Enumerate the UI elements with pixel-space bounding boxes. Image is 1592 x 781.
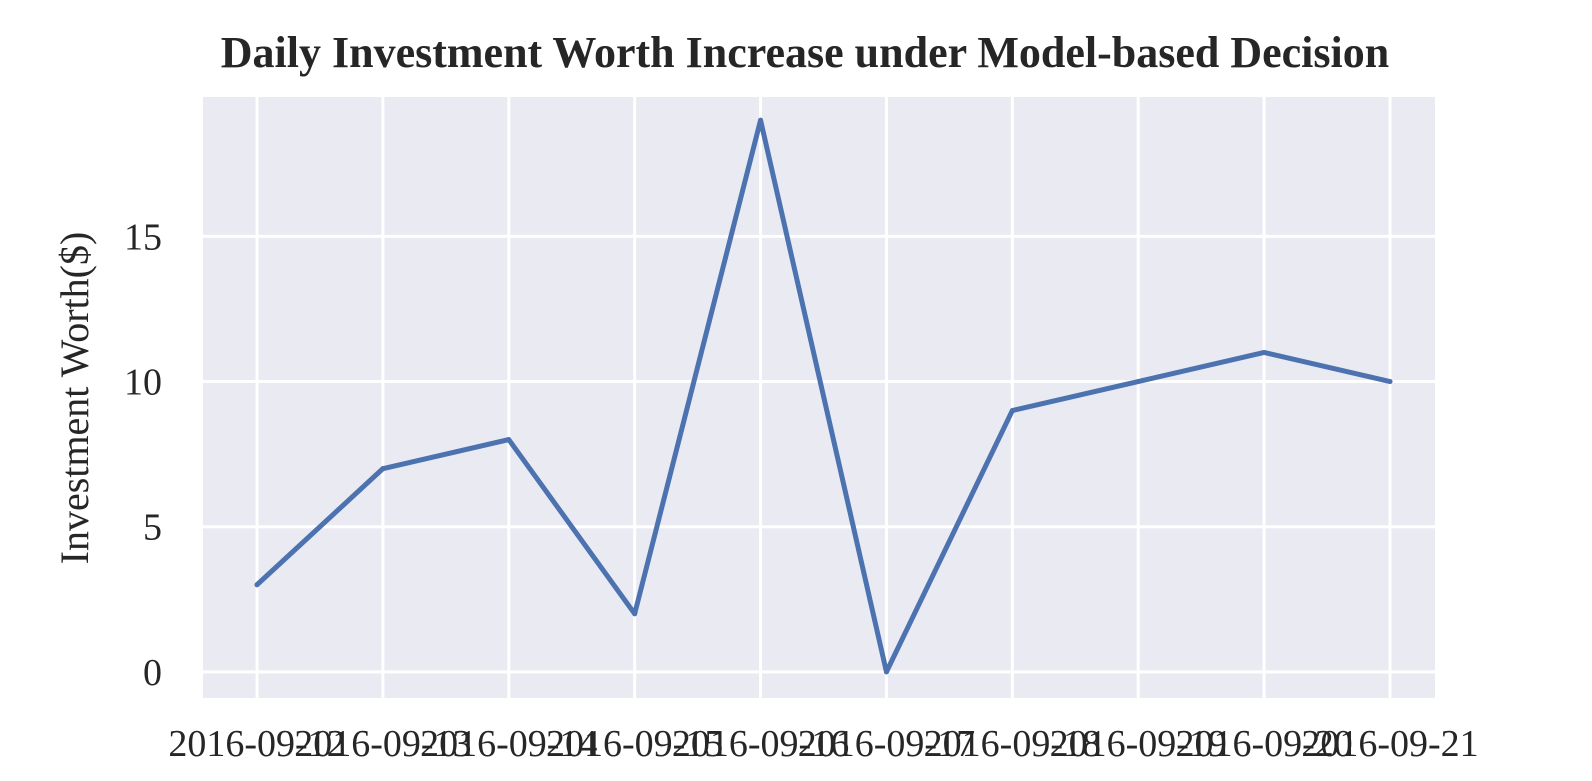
series-lines <box>254 117 1393 675</box>
data-point <box>380 466 386 472</box>
data-point <box>1261 349 1267 355</box>
data-point <box>506 437 512 443</box>
plot-area <box>203 97 1435 698</box>
data-point <box>1387 379 1393 385</box>
y-tick-label: 5 <box>143 507 162 549</box>
x-tick-label: 2016-09-12 <box>168 723 345 765</box>
data-point <box>1135 379 1141 385</box>
data-point <box>632 611 638 617</box>
x-tick-label: 2016-09-18 <box>924 723 1101 765</box>
chart-title: Daily Investment Worth Increase under Mo… <box>221 28 1389 77</box>
y-tick-label: 15 <box>124 216 162 258</box>
x-tick-label: 2016-09-17 <box>798 723 975 765</box>
x-tick-label: 2016-09-21 <box>1301 723 1478 765</box>
data-point <box>1009 408 1015 414</box>
x-tick-label: 2016-09-20 <box>1175 723 1352 765</box>
y-tick-label: 0 <box>143 652 162 694</box>
series-line <box>254 117 1393 675</box>
data-point <box>758 117 764 123</box>
y-axis-ticks: 0 5 10 15 <box>124 216 162 694</box>
x-tick-label: 2016-09-15 <box>546 723 723 765</box>
data-point <box>883 669 889 675</box>
gridlines <box>203 97 1435 698</box>
x-tick-label: 2016-09-16 <box>672 723 849 765</box>
x-axis-ticks: 2016-09-122016-09-132016-09-142016-09-15… <box>168 723 1478 765</box>
x-tick-label: 2016-09-14 <box>420 723 597 765</box>
x-tick-label: 2016-09-19 <box>1050 723 1227 765</box>
x-tick-label: 2016-09-13 <box>294 723 471 765</box>
y-tick-label: 10 <box>124 362 162 404</box>
data-point <box>254 582 260 588</box>
y-axis-label: Investment Worth($) <box>52 232 97 565</box>
